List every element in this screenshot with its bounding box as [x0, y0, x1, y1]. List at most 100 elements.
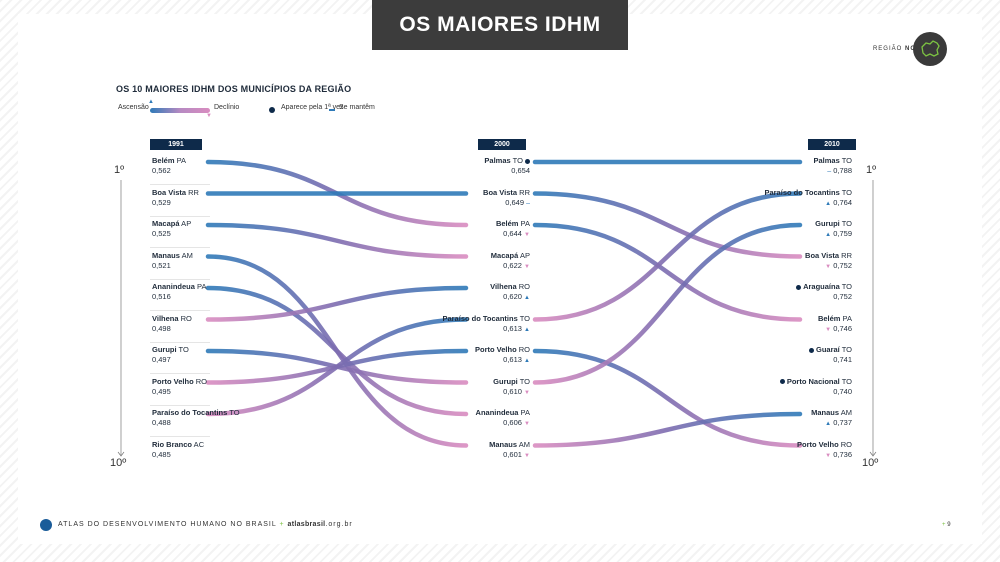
- fall-triangle-icon: ▼: [524, 421, 530, 427]
- municipality-name: Rio Branco: [152, 439, 193, 449]
- new-entry-dot-icon: [808, 347, 814, 353]
- municipality-name: Gurupi: [815, 219, 840, 228]
- municipality-uf: TO: [839, 282, 852, 291]
- chart-subtitle: OS 10 MAIORES IDHM DOS MUNICÍPIOS DA REG…: [116, 84, 352, 94]
- footer-brand: ATLAS DO DESENVOLVIMENTO HUMANO NO BRASI…: [58, 521, 353, 528]
- legend-down-triangle-icon: ▼: [206, 113, 212, 119]
- data-label-2010-4: Boa Vista RR ▼ 0,752: [762, 251, 852, 272]
- idhm-value: 0,516: [152, 292, 171, 301]
- municipality-name: Porto Velho: [474, 345, 517, 354]
- idhm-value: 0,613: [503, 323, 522, 333]
- idhm-value: 0,495: [152, 386, 171, 396]
- municipality-name: Belém: [152, 156, 175, 165]
- municipality-uf: TO: [176, 345, 189, 354]
- idhm-value: 0,764: [833, 197, 852, 207]
- data-label-2000-6: Paraíso do Tocantins TO 0,613 ▲: [440, 314, 530, 335]
- data-label-2000-3: Belém PA 0,644 ▼: [440, 219, 530, 240]
- footer-site-rest: .org.br: [325, 521, 353, 528]
- idhm-value: 0,740: [833, 386, 852, 396]
- page-title: OS MAIORES IDHM: [372, 0, 628, 50]
- unchanged-dash-icon: –: [526, 199, 530, 207]
- data-label-2010-2: Paraíso do Tocantins TO ▲ 0,764: [762, 188, 852, 209]
- data-label-1991-8: Porto Velho RO 0,495: [152, 377, 242, 397]
- municipality-uf: PA: [194, 282, 207, 291]
- idhm-value: 0,752: [833, 292, 852, 301]
- municipality-name: Boa Vista: [483, 187, 518, 197]
- page-number-value: 9: [947, 522, 951, 528]
- idhm-value: 0,759: [833, 229, 852, 238]
- data-label-2000-10: Manaus AM 0,601 ▼: [440, 440, 530, 461]
- municipality-name: Araguaína: [803, 282, 840, 291]
- municipality-name: Paraíso do Tocantins: [152, 408, 228, 417]
- footer-site-bold: atlasbrasil: [287, 521, 326, 528]
- idhm-value: 0,752: [833, 260, 852, 270]
- municipality-uf: PA: [840, 313, 852, 323]
- rank-axis-left-arrow: [117, 451, 125, 457]
- municipality-uf: AC: [192, 439, 205, 449]
- legend-gradient-bar: [150, 108, 210, 113]
- idhm-value: 0,601: [503, 449, 522, 459]
- municipality-uf: TO: [517, 313, 530, 323]
- data-label-2000-2: Boa Vista RR 0,649 –: [440, 188, 530, 209]
- idhm-value: 0,529: [152, 197, 171, 207]
- row-separator: [150, 373, 210, 374]
- municipality-name: Manaus: [811, 408, 840, 417]
- municipality-uf: TO: [839, 219, 852, 228]
- data-label-1991-2: Boa Vista RR 0,529: [152, 188, 242, 208]
- data-label-2000-8: Gurupi TO 0,610 ▼: [440, 377, 530, 398]
- row-separator: [150, 184, 210, 185]
- data-label-2000-5: Vilhena RO 0,620 ▲: [440, 282, 530, 303]
- data-label-2010-5: Araguaína TO 0,752: [762, 282, 852, 302]
- row-separator: [150, 404, 210, 406]
- municipality-uf: TO: [227, 408, 240, 417]
- data-label-1991-10: Rio Branco AC 0,485: [152, 440, 242, 460]
- data-label-1991-7: Gurupi TO 0,497: [152, 345, 242, 365]
- municipality-name: Macapá: [490, 250, 519, 260]
- idhm-value: 0,497: [152, 355, 171, 364]
- idhm-value: 0,746: [833, 323, 852, 333]
- rank-top-left: 1º: [114, 164, 125, 176]
- year-header-2010: 2010: [808, 139, 856, 150]
- municipality-uf: TO: [839, 376, 852, 386]
- rank-axis-right-arrow: [869, 451, 877, 457]
- row-separator: [150, 215, 210, 217]
- data-label-2010-9: Manaus AM ▲ 0,737: [762, 408, 852, 429]
- flow-line-1991-2000-3: [205, 222, 469, 259]
- fall-triangle-icon: ▼: [524, 263, 530, 270]
- municipality-name: Porto Velho: [152, 376, 194, 386]
- legend-declinio: Declínio: [214, 104, 240, 111]
- data-label-2000-4: Macapá AP 0,622 ▼: [440, 251, 530, 272]
- municipality-uf: AM: [517, 439, 530, 449]
- legend-ascensao: Ascensão: [118, 104, 149, 111]
- idhm-value: 0,488: [152, 418, 171, 427]
- legend-aparece: Aparece pela 1ª vez: [281, 104, 344, 111]
- data-label-2010-6: Belém PA ▼ 0,746: [762, 314, 852, 335]
- idhm-value: 0,485: [152, 449, 171, 459]
- legend-same-dash-icon: [329, 109, 335, 111]
- municipality-uf: TO: [517, 376, 530, 386]
- data-label-1991-6: Vilhena RO 0,498: [152, 314, 242, 334]
- fall-triangle-icon: ▼: [825, 452, 832, 459]
- data-label-2010-7: Guaraí TO 0,741: [762, 345, 852, 365]
- data-label-2010-1: Palmas TO – 0,788: [762, 156, 852, 177]
- rank-bottom-left: 10º: [110, 457, 127, 469]
- rise-triangle-icon: ▲: [524, 295, 530, 301]
- idhm-value: 0,613: [503, 355, 522, 364]
- data-label-2000-7: Porto Velho RO 0,613 ▲: [440, 345, 530, 366]
- rank-top-right: 1º: [866, 164, 877, 176]
- municipality-uf: PA: [518, 219, 530, 228]
- row-separator: [150, 310, 210, 311]
- municipality-name: Palmas: [484, 156, 511, 165]
- idhm-value: 0,620: [503, 292, 522, 301]
- rise-triangle-icon: ▲: [524, 326, 530, 333]
- data-label-2010-10: Porto Velho RO ▼ 0,736: [762, 440, 852, 461]
- municipality-uf: AP: [518, 250, 530, 260]
- municipality-name: Ananindeua: [152, 282, 195, 291]
- new-entry-dot-icon: [525, 158, 530, 164]
- municipality-uf: AP: [179, 219, 192, 228]
- municipality-uf: RO: [193, 376, 208, 386]
- data-label-2010-8: Porto Nacional TO 0,740: [762, 377, 852, 397]
- flow-line-1991-2000-5: [205, 285, 469, 417]
- flow-line-2000-2010-16: [532, 411, 803, 448]
- municipality-name: Boa Vista: [805, 250, 840, 260]
